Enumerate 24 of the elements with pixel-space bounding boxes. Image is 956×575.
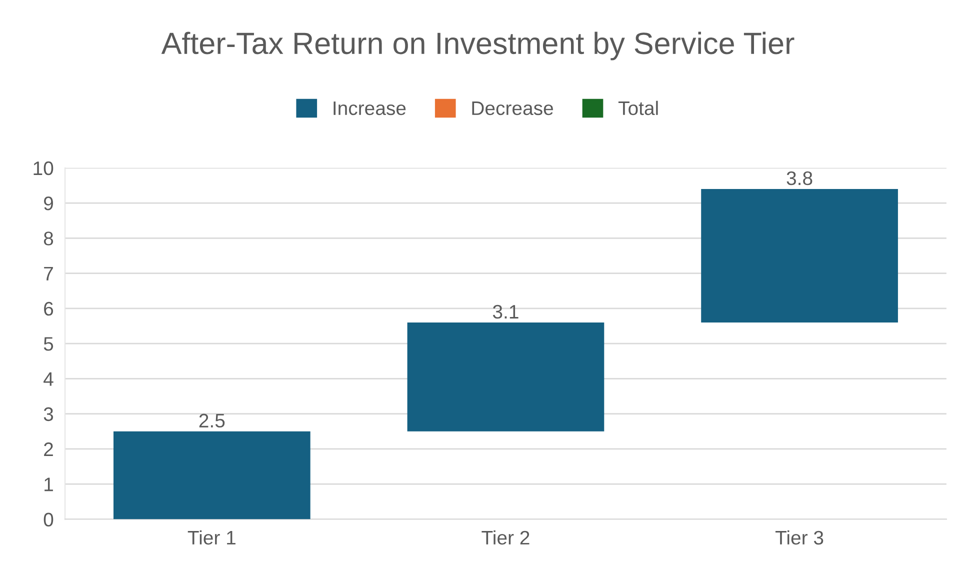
y-tick-label: 2 [44, 442, 53, 456]
legend-label: Increase [334, 102, 406, 116]
chart-title: After-Tax Return on Investment by Service Tier [161, 32, 794, 60]
x-tick-label: Tier 1 [188, 530, 236, 545]
data-label: 3.8 [786, 171, 812, 186]
y-tick-label: 7 [44, 266, 53, 280]
data-label: 2.5 [199, 414, 225, 428]
legend-label: Total [618, 100, 658, 116]
bar [113, 431, 310, 520]
bar [407, 322, 604, 432]
y-tick-label: 0 [44, 512, 54, 526]
y-tick-label: 1 [44, 478, 53, 492]
y-tick-label: 10 [34, 161, 54, 176]
y-tick-label: 5 [44, 337, 54, 351]
y-tick-label: 4 [44, 372, 54, 386]
y-tick-label: 6 [44, 302, 54, 316]
data-label: 3.1 [492, 304, 518, 319]
x-tick-label: Tier 2 [482, 530, 530, 545]
bar [701, 188, 898, 322]
legend-label: Decrease [472, 102, 554, 116]
y-tick-label: 8 [44, 232, 54, 246]
y-tick-label: 3 [44, 407, 54, 422]
x-tick-label: Tier 3 [775, 530, 824, 545]
y-tick-label: 9 [44, 196, 53, 210]
